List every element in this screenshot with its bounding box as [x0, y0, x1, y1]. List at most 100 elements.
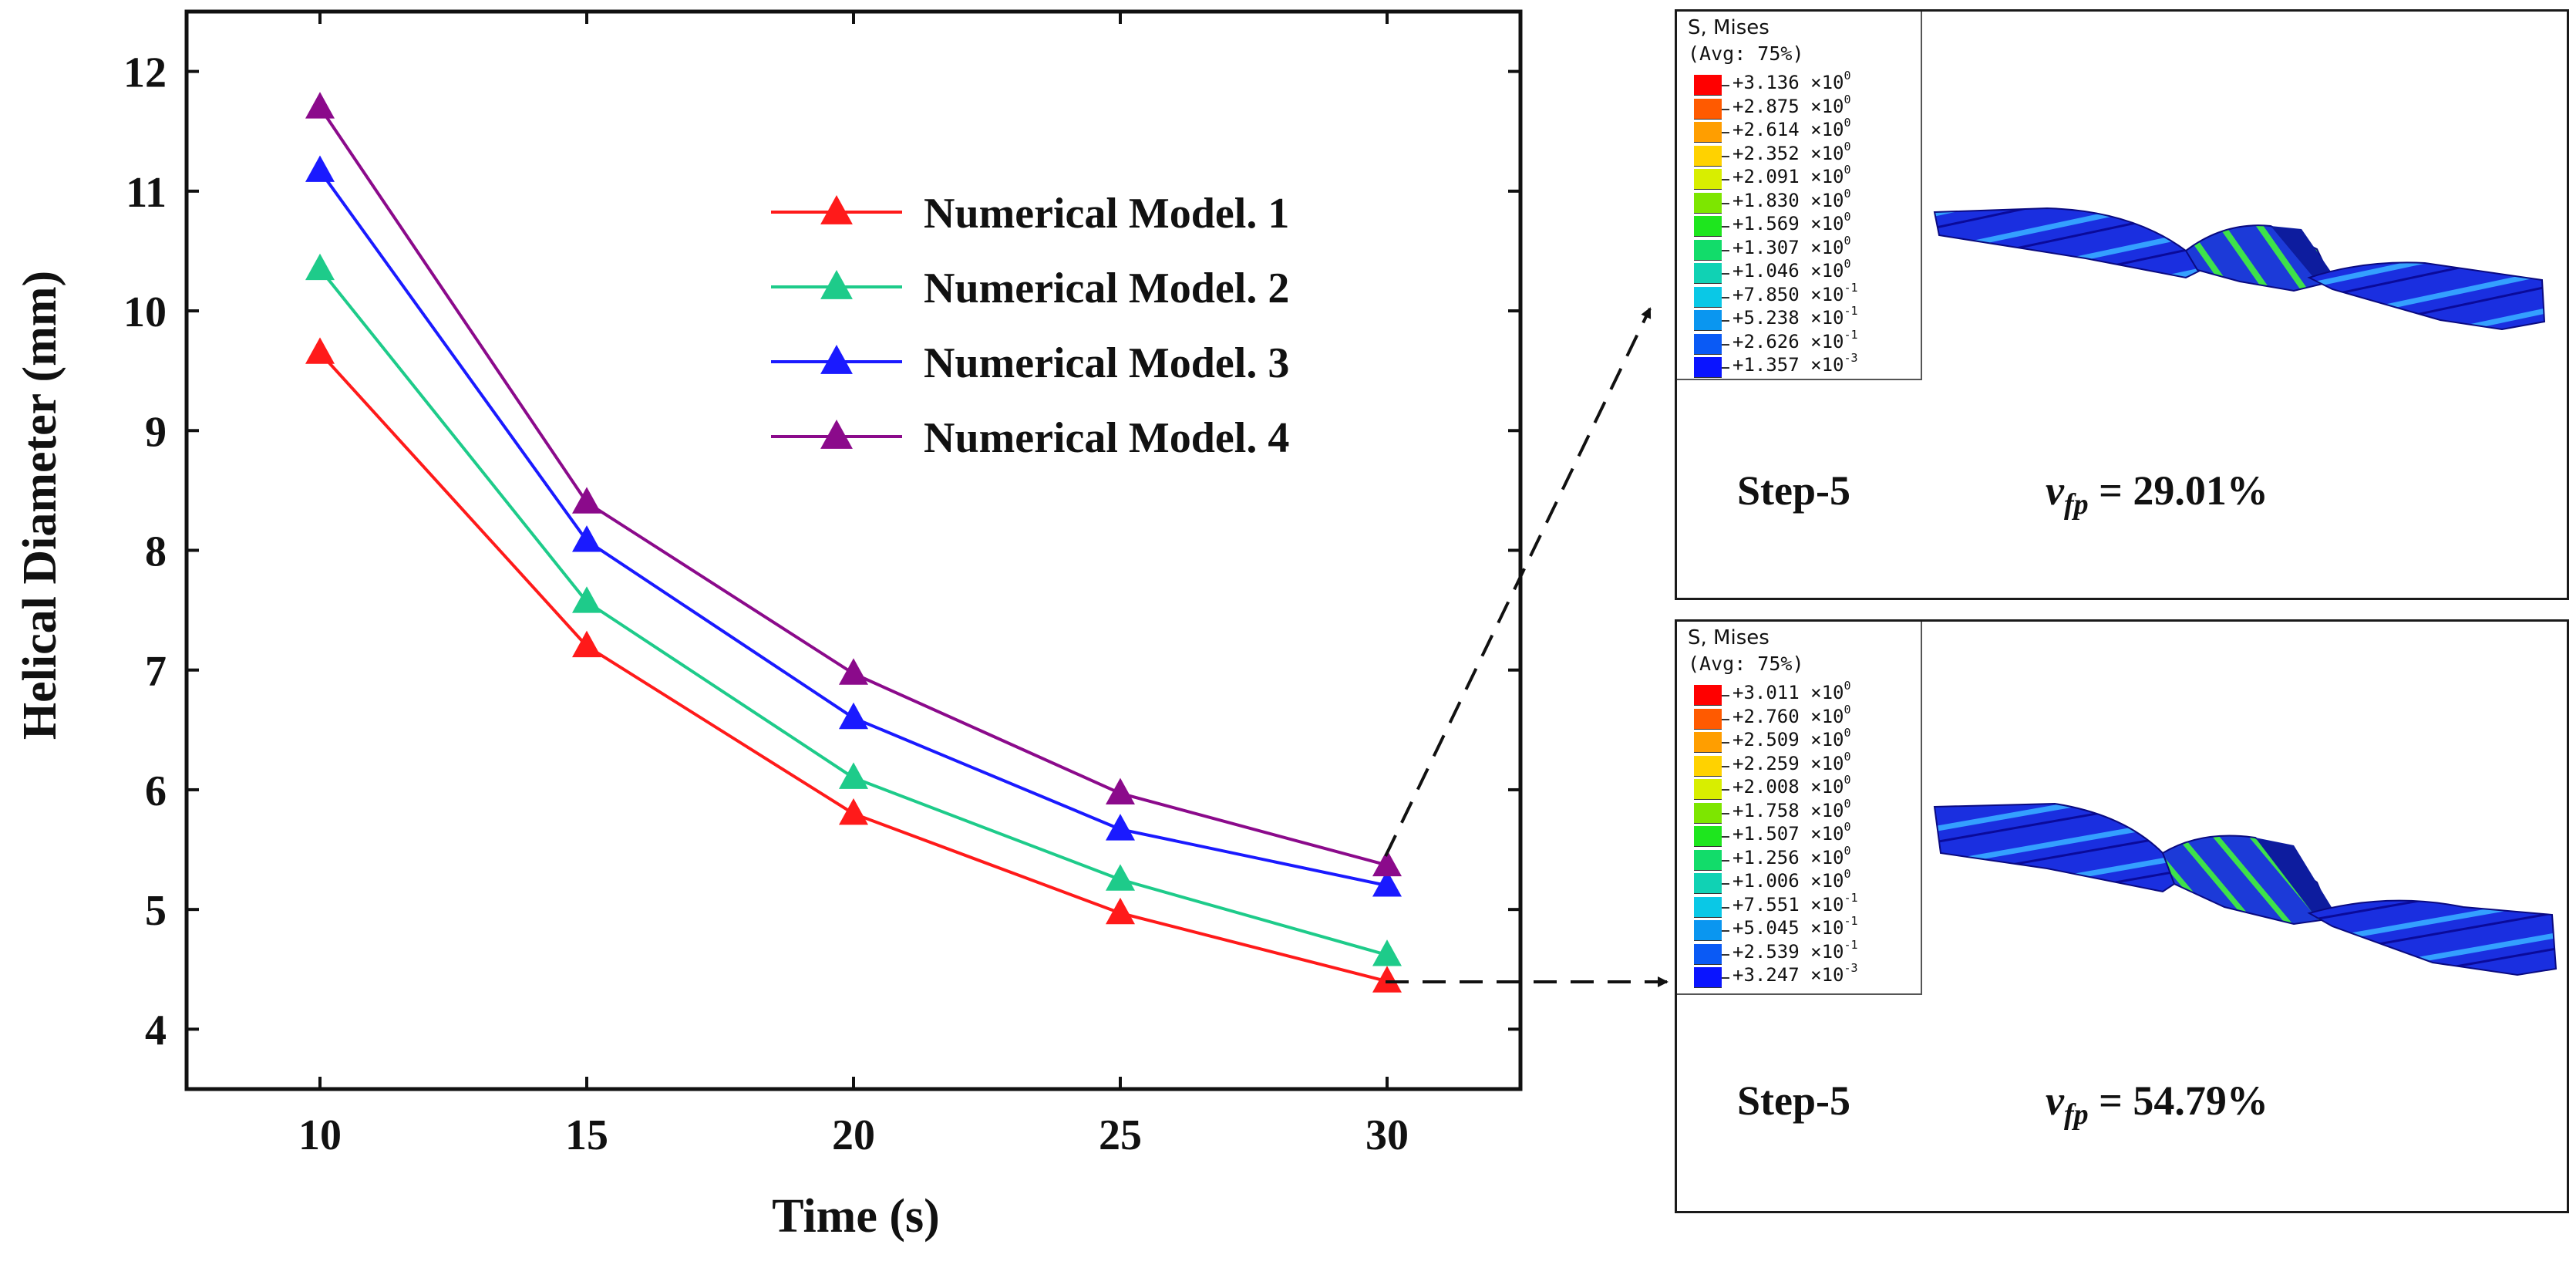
legend-row: +7.850 ×10-1: [1694, 281, 1918, 308]
legend-row: +2.509 ×100: [1694, 726, 1918, 753]
legend-tick: [1722, 930, 1729, 932]
color-swatch: [1694, 239, 1722, 261]
legend-title: S, Mises: [1688, 16, 1770, 39]
legend-label: Numerical Model. 1: [924, 190, 1289, 238]
legend-value: +1.307 ×100: [1732, 233, 1851, 258]
legend-tick: [1722, 273, 1729, 275]
data-point-model-1: [1106, 897, 1135, 925]
legend-value: +2.008 ×100: [1732, 773, 1851, 798]
x-tick-label: 25: [1099, 1111, 1142, 1159]
data-point-model-4: [572, 487, 601, 514]
color-swatch: [1694, 192, 1722, 214]
x-tick-label: 15: [565, 1111, 608, 1159]
legend-value: +2.614 ×100: [1732, 116, 1851, 140]
legend-value: +5.238 ×10-1: [1732, 304, 1858, 329]
legend-label: Numerical Model. 4: [924, 414, 1289, 462]
legend-marker: [820, 420, 853, 449]
data-point-model-2: [1372, 939, 1402, 966]
color-swatch: [1694, 75, 1722, 96]
legend-value: +2.539 ×10-1: [1732, 937, 1858, 963]
fiber-ribbon-model-top: [1933, 207, 2546, 331]
legend-marker: [820, 270, 853, 299]
legend-row: +3.011 ×100: [1694, 679, 1918, 706]
legend-value: +1.507 ×100: [1732, 820, 1851, 845]
data-point-model-4: [839, 658, 868, 685]
legend-value: +2.626 ×10-1: [1732, 327, 1858, 352]
color-swatch: [1694, 708, 1722, 730]
legend-row: +5.238 ×10-1: [1694, 304, 1918, 331]
legend-tick: [1722, 226, 1729, 228]
data-point-model-4: [1372, 849, 1402, 877]
y-tick-label: 5: [145, 887, 167, 935]
legend-tick: [1722, 718, 1729, 720]
color-swatch: [1694, 333, 1722, 355]
legend-tick: [1722, 977, 1729, 979]
color-swatch: [1694, 967, 1722, 988]
color-swatch: [1694, 145, 1722, 167]
color-swatch: [1694, 802, 1722, 824]
legend-tick: [1722, 953, 1729, 956]
legend-subtitle: (Avg: 75%): [1688, 653, 1804, 675]
legend-row: +7.551 ×10-1: [1694, 890, 1918, 918]
legend-row: +1.758 ×100: [1694, 797, 1918, 824]
legend-marker: [820, 345, 853, 374]
legend-title: S, Mises: [1688, 626, 1770, 649]
legend-tick: [1722, 367, 1729, 369]
y-tick-label: 7: [145, 648, 167, 696]
data-point-model-1: [1372, 966, 1402, 993]
legend-tick: [1722, 742, 1729, 744]
legend-row: +2.614 ×100: [1694, 116, 1918, 143]
legend-tick: [1722, 812, 1729, 814]
color-swatch: [1694, 216, 1722, 237]
x-tick-label: 20: [832, 1111, 875, 1159]
legend-row: +2.539 ×10-1: [1694, 937, 1918, 965]
data-point-model-1: [305, 337, 335, 364]
legend-value: +7.551 ×10-1: [1732, 890, 1858, 916]
legend-tick: [1722, 789, 1729, 791]
legend-tick: [1722, 155, 1729, 157]
color-swatch: [1694, 685, 1722, 706]
data-point-model-2: [1106, 864, 1135, 891]
color-swatch: [1694, 122, 1722, 143]
legend-row: +2.352 ×100: [1694, 140, 1918, 167]
legend-tick: [1722, 906, 1729, 909]
legend-tick: [1722, 249, 1729, 251]
legend-tick: [1722, 883, 1729, 885]
x-axis-label: Time (s): [772, 1190, 940, 1243]
color-swatch: [1694, 732, 1722, 753]
color-swatch: [1694, 755, 1722, 777]
legend-row: +2.259 ×100: [1694, 749, 1918, 777]
legend-value: +3.011 ×100: [1732, 679, 1851, 703]
y-tick-label: 6: [145, 767, 167, 815]
legend-row: +2.626 ×10-1: [1694, 327, 1918, 355]
color-swatch: [1694, 873, 1722, 894]
stress-legend-top: S, Mises (Avg: 75%) +3.136 ×100 +2.875 ×1…: [1677, 12, 1922, 380]
data-point-model-2: [305, 253, 335, 281]
color-swatch: [1694, 286, 1722, 308]
legend-row: +1.569 ×100: [1694, 210, 1918, 237]
legend-row: +1.006 ×100: [1694, 867, 1918, 894]
legend-value: +1.046 ×100: [1732, 257, 1851, 282]
line-chart: 4 5 6 7 8 9 10 11 12 10 15 20 25 30 Numerical Model. …: [14, 9, 1669, 1243]
legend-value: +2.760 ×100: [1732, 702, 1851, 727]
legend-row: +2.875 ×100: [1694, 93, 1918, 120]
data-point-model-1: [572, 630, 601, 658]
legend-marker: [820, 195, 853, 224]
legend-tick: [1722, 132, 1729, 133]
legend-value: +2.509 ×100: [1732, 726, 1851, 750]
legend-value: +1.256 ×100: [1732, 843, 1851, 868]
fiber-ribbon-model-bottom: [1933, 802, 2557, 976]
data-point-model-2: [839, 762, 868, 789]
simulation-panel-bottom: S, Mises (Avg: 75%) +3.011 ×100 +2.760 ×1…: [1675, 619, 2569, 1213]
step-label: Step-5: [1737, 467, 1850, 514]
legend-value: +5.045 ×10-1: [1732, 914, 1858, 939]
legend-value: +2.259 ×100: [1732, 749, 1851, 774]
color-swatch: [1694, 826, 1722, 847]
data-point-model-4: [1106, 777, 1135, 805]
legend-tick: [1722, 202, 1729, 204]
legend-tick: [1722, 765, 1729, 767]
legend-tick: [1722, 108, 1729, 110]
color-swatch: [1694, 98, 1722, 120]
legend-row: +2.008 ×100: [1694, 773, 1918, 800]
data-point-model-3: [1372, 870, 1402, 897]
